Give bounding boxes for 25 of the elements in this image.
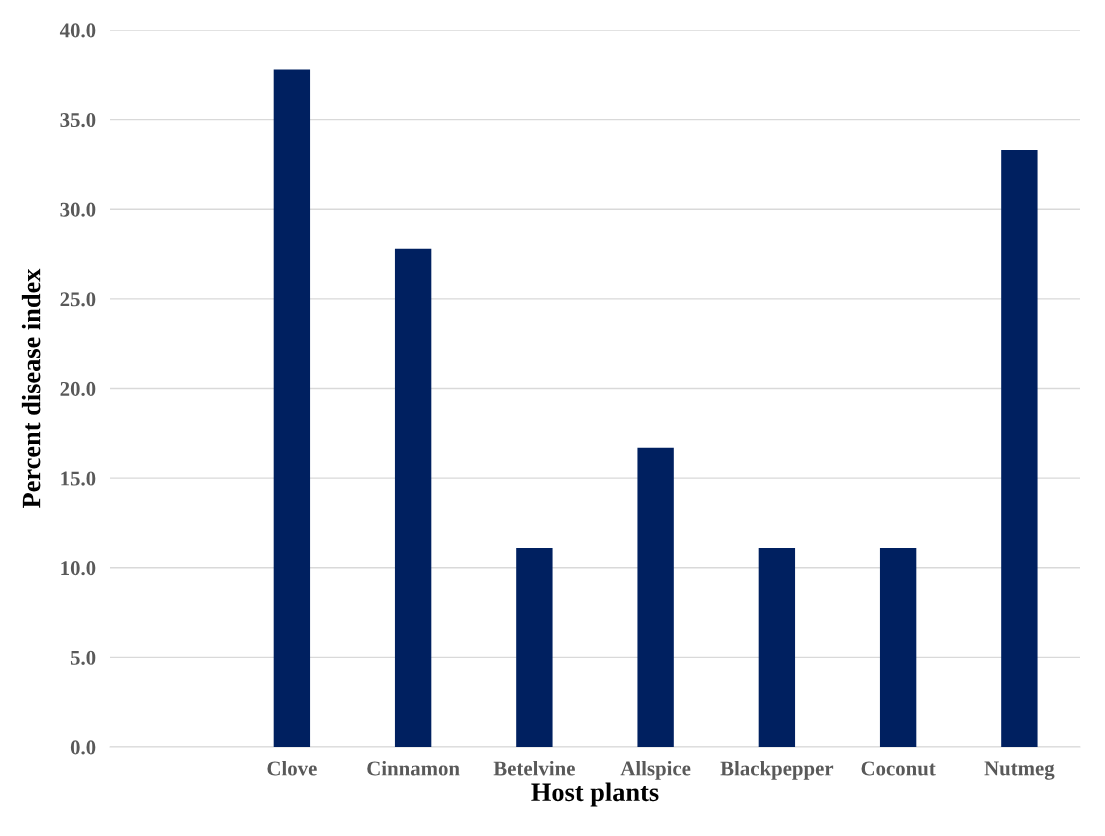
y-tick-label: 5.0: [70, 650, 96, 665]
x-tick-label: Blackpepper: [720, 760, 834, 780]
y-tick-label: 25.0: [60, 292, 96, 307]
bar: [879, 548, 917, 747]
y-tick-label: 30.0: [60, 202, 96, 217]
x-tick-label: Coconut: [861, 761, 936, 776]
y-tick-label: 10.0: [61, 561, 96, 576]
y-tick-label: 20.0: [60, 381, 96, 397]
bar: [394, 248, 432, 747]
bar: [516, 548, 553, 747]
y-tick-label: 0.0: [70, 740, 96, 755]
bar: [637, 447, 674, 747]
y-tick-label: 40.0: [59, 23, 96, 38]
y-tick-label: 15.0: [61, 471, 96, 486]
y-axis-title: Percent disease index: [21, 268, 41, 509]
x-axis-title: Host plants: [531, 782, 659, 807]
y-tick-label: 35.0: [60, 113, 96, 128]
x-tick-label: Clove: [267, 760, 317, 776]
x-tick-label: Nutmeg: [984, 761, 1055, 780]
x-tick-label: Betelvine: [493, 760, 575, 776]
bar: [1001, 150, 1038, 747]
bar: [758, 548, 796, 747]
bar: [273, 69, 311, 747]
x-tick-label: Allspice: [620, 760, 691, 780]
x-tick-label: Cinnamon: [367, 760, 460, 776]
